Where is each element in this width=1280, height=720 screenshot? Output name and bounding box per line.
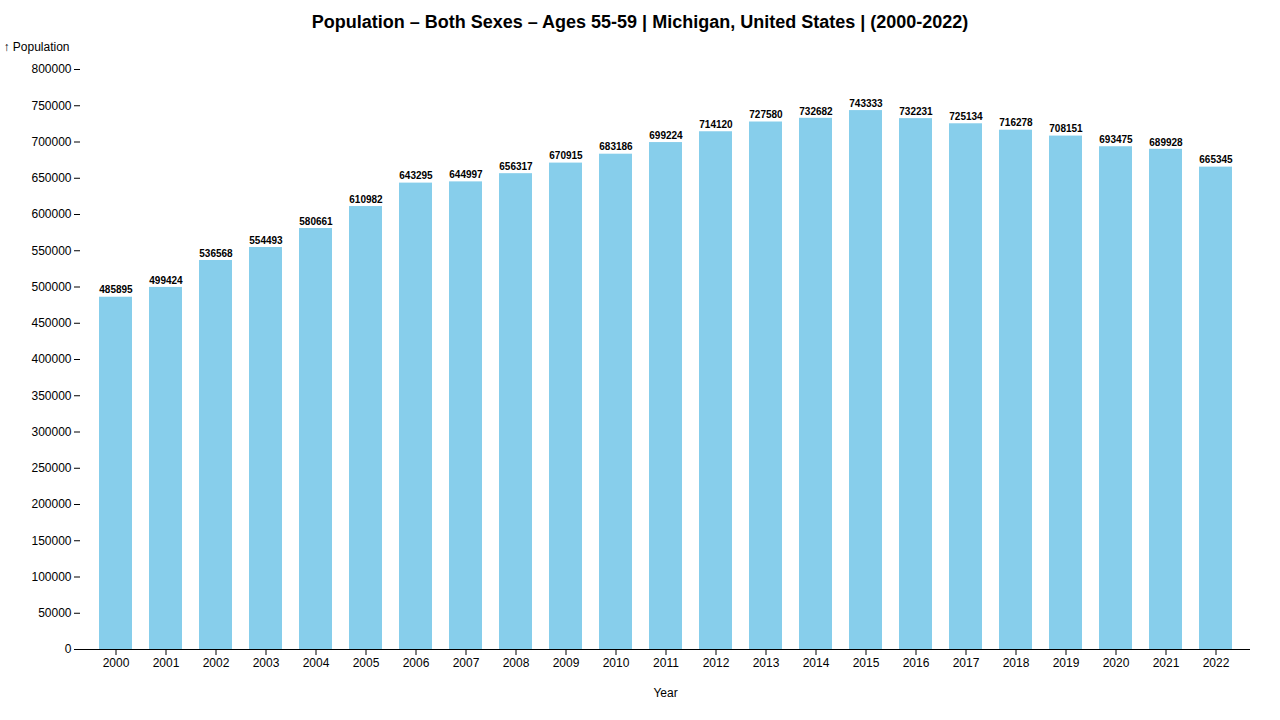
html-text:Population – Both Sexes – Ages: Population – Both Sexes – Ages 55-59 | M…: [311, 12, 969, 32]
svg-text:2006: 2006: [403, 656, 430, 670]
svg-text:50000: 50000: [38, 606, 72, 620]
svg-text:644997: 644997: [449, 169, 483, 180]
svg-text:800000: 800000: [31, 62, 71, 76]
svg-text:2007: 2007: [453, 656, 480, 670]
svg-text:689928: 689928: [1149, 137, 1183, 148]
svg-text:2018: 2018: [1003, 656, 1030, 670]
svg-text:2013: 2013: [753, 656, 780, 670]
svg-text:699224: 699224: [649, 130, 683, 141]
svg-text:550000: 550000: [31, 244, 71, 258]
svg-text:200000: 200000: [31, 497, 71, 511]
svg-text:2019: 2019: [1053, 656, 1080, 670]
svg-text:610982: 610982: [349, 194, 383, 205]
svg-text:683186: 683186: [599, 141, 633, 152]
svg-text:2010: 2010: [603, 656, 630, 670]
svg-text:554493: 554493: [249, 235, 283, 246]
svg-text:727580: 727580: [749, 109, 783, 120]
svg-text:714120: 714120: [699, 119, 733, 130]
svg-text:700000: 700000: [31, 135, 71, 149]
svg-text:2005: 2005: [353, 656, 380, 670]
svg-text:2021: 2021: [1153, 656, 1180, 670]
svg-text:499424: 499424: [149, 275, 183, 286]
svg-text:2009: 2009: [553, 656, 580, 670]
svg-text:2020: 2020: [1103, 656, 1130, 670]
svg-text:2001: 2001: [153, 656, 180, 670]
svg-text:600000: 600000: [31, 207, 71, 221]
svg-text:300000: 300000: [31, 425, 71, 439]
svg-text:2022: 2022: [1203, 656, 1230, 670]
svg-text:500000: 500000: [31, 280, 71, 294]
svg-text:2002: 2002: [203, 656, 230, 670]
svg-text:485895: 485895: [99, 284, 133, 295]
svg-text:2004: 2004: [303, 656, 330, 670]
svg-text:2015: 2015: [853, 656, 880, 670]
svg-text:665345: 665345: [1199, 154, 1233, 165]
svg-text:716278: 716278: [999, 117, 1033, 128]
svg-text:0: 0: [65, 642, 72, 656]
svg-text:Year: Year: [653, 686, 677, 700]
svg-text:↑ Population: ↑ Population: [4, 40, 70, 54]
svg-text:750000: 750000: [31, 99, 71, 113]
svg-text:2014: 2014: [803, 656, 830, 670]
svg-text:2017: 2017: [953, 656, 980, 670]
svg-text:450000: 450000: [31, 316, 71, 330]
svg-text:2011: 2011: [653, 656, 679, 670]
svg-text:2012: 2012: [703, 656, 730, 670]
svg-text:693475: 693475: [1099, 134, 1133, 145]
svg-text:656317: 656317: [499, 161, 533, 172]
svg-text:650000: 650000: [31, 171, 71, 185]
svg-text:743333: 743333: [849, 98, 883, 109]
svg-text:725134: 725134: [949, 111, 983, 122]
svg-text:2003: 2003: [253, 656, 280, 670]
svg-text:670915: 670915: [549, 150, 583, 161]
svg-text:400000: 400000: [31, 352, 71, 366]
svg-text:350000: 350000: [31, 389, 71, 403]
svg-text:536568: 536568: [199, 248, 233, 259]
svg-text:250000: 250000: [31, 461, 71, 475]
svg-text:732231: 732231: [899, 106, 933, 117]
svg-text:2000: 2000: [103, 656, 130, 670]
svg-text:2016: 2016: [903, 656, 930, 670]
svg-text:732682: 732682: [799, 106, 833, 117]
svg-text:643295: 643295: [399, 170, 433, 181]
svg-text:2008: 2008: [503, 656, 530, 670]
svg-text:580661: 580661: [299, 216, 333, 227]
svg-text:150000: 150000: [31, 534, 71, 548]
svg-text:100000: 100000: [31, 570, 71, 584]
svg-text:708151: 708151: [1049, 123, 1083, 134]
